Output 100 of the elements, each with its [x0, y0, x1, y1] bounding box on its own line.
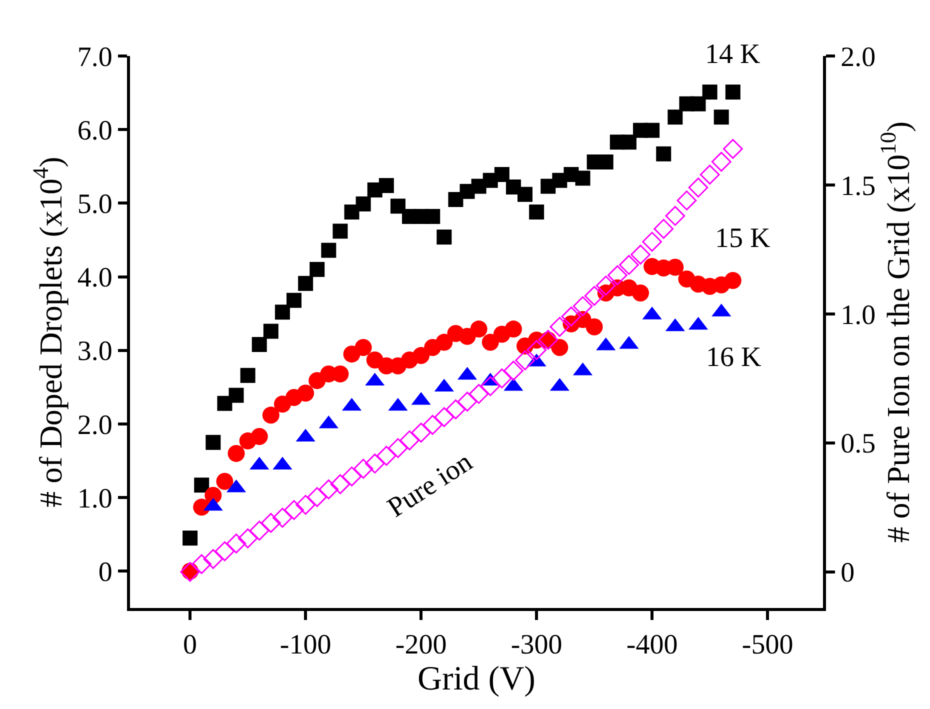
- point: [272, 508, 292, 528]
- point: [284, 500, 304, 520]
- point: [411, 422, 431, 443]
- point: [297, 384, 314, 402]
- point: [321, 242, 336, 258]
- point: [714, 110, 729, 125]
- y2-tick-label: 1.5: [840, 170, 876, 202]
- point: [412, 347, 430, 364]
- point: [214, 541, 235, 562]
- point: [310, 262, 325, 277]
- point: [296, 494, 316, 515]
- point: [226, 534, 246, 554]
- point: [480, 376, 500, 396]
- point: [330, 474, 350, 494]
- point: [607, 265, 628, 286]
- point: [586, 318, 603, 336]
- point: [504, 320, 522, 338]
- point: [446, 399, 466, 420]
- point: [388, 438, 408, 458]
- point: [448, 192, 464, 208]
- point: [206, 434, 221, 450]
- point: [504, 360, 524, 381]
- series-label: 16 K: [706, 342, 762, 373]
- point: [250, 428, 268, 445]
- point: [262, 406, 280, 424]
- point: [216, 472, 234, 490]
- y-tick-label: 1.0: [77, 483, 112, 514]
- point: [274, 304, 290, 320]
- point: [332, 224, 348, 239]
- point: [422, 414, 443, 435]
- y2-tick-label: 0.5: [840, 428, 876, 460]
- point: [722, 138, 743, 159]
- point: [494, 167, 510, 182]
- y2-tick-label: 0: [840, 558, 855, 589]
- point: [192, 554, 212, 574]
- point: [249, 520, 270, 541]
- point: [238, 528, 258, 548]
- point: [286, 292, 302, 308]
- point: [619, 254, 639, 275]
- point: [654, 218, 674, 239]
- y2-tick-label: 1.0: [840, 300, 876, 331]
- point: [318, 479, 339, 500]
- point: [356, 196, 371, 212]
- point: [260, 512, 281, 533]
- point: [656, 146, 672, 162]
- point: [376, 446, 396, 466]
- point: [688, 178, 708, 198]
- point: [575, 170, 590, 186]
- point: [482, 334, 499, 351]
- y2-tick-label: 2.0: [840, 42, 876, 73]
- point: [711, 152, 732, 172]
- y-tick-label: 4.0: [77, 262, 112, 294]
- text: Pure ion: [382, 446, 478, 524]
- y-tick-label: 2.0: [77, 410, 112, 441]
- y-tick-label: 3.0: [77, 336, 112, 368]
- point: [217, 396, 232, 411]
- point: [354, 338, 372, 356]
- point: [378, 178, 394, 194]
- y-tick-label: 6.0: [77, 115, 112, 146]
- point: [630, 244, 650, 265]
- point: [632, 284, 650, 302]
- point: [436, 334, 453, 351]
- point: [550, 316, 570, 337]
- point: [470, 320, 488, 338]
- point: [457, 392, 478, 412]
- point: [390, 198, 406, 214]
- point: [342, 466, 362, 486]
- y-tick-label: 0: [98, 557, 112, 588]
- point: [644, 122, 660, 138]
- point: [690, 96, 706, 112]
- point: [468, 384, 489, 404]
- point: [434, 407, 454, 428]
- y-tick-label: 7.0: [77, 42, 112, 73]
- point: [725, 84, 740, 100]
- point: [228, 444, 245, 462]
- point: [436, 230, 452, 245]
- point: [400, 430, 420, 450]
- point: [598, 154, 614, 170]
- point: [518, 186, 533, 202]
- point: [700, 164, 720, 185]
- point: [515, 350, 535, 370]
- point: [621, 134, 636, 150]
- y-tick-label: 5.0: [77, 189, 112, 220]
- point: [702, 84, 718, 100]
- point: [584, 286, 604, 306]
- x-tick-label: -200: [395, 630, 447, 661]
- point: [572, 296, 593, 316]
- point: [665, 206, 686, 226]
- x-tick-label: 0: [183, 630, 198, 661]
- point: [642, 232, 662, 252]
- point: [526, 340, 546, 360]
- point: [353, 458, 374, 479]
- point: [228, 388, 244, 403]
- x-tick-label: -100: [280, 630, 332, 661]
- x-tick-label: -400: [626, 630, 678, 661]
- point: [307, 487, 328, 508]
- point: [551, 338, 568, 356]
- point: [596, 276, 616, 296]
- point: [529, 204, 544, 220]
- x-tick-label: -300: [510, 630, 562, 661]
